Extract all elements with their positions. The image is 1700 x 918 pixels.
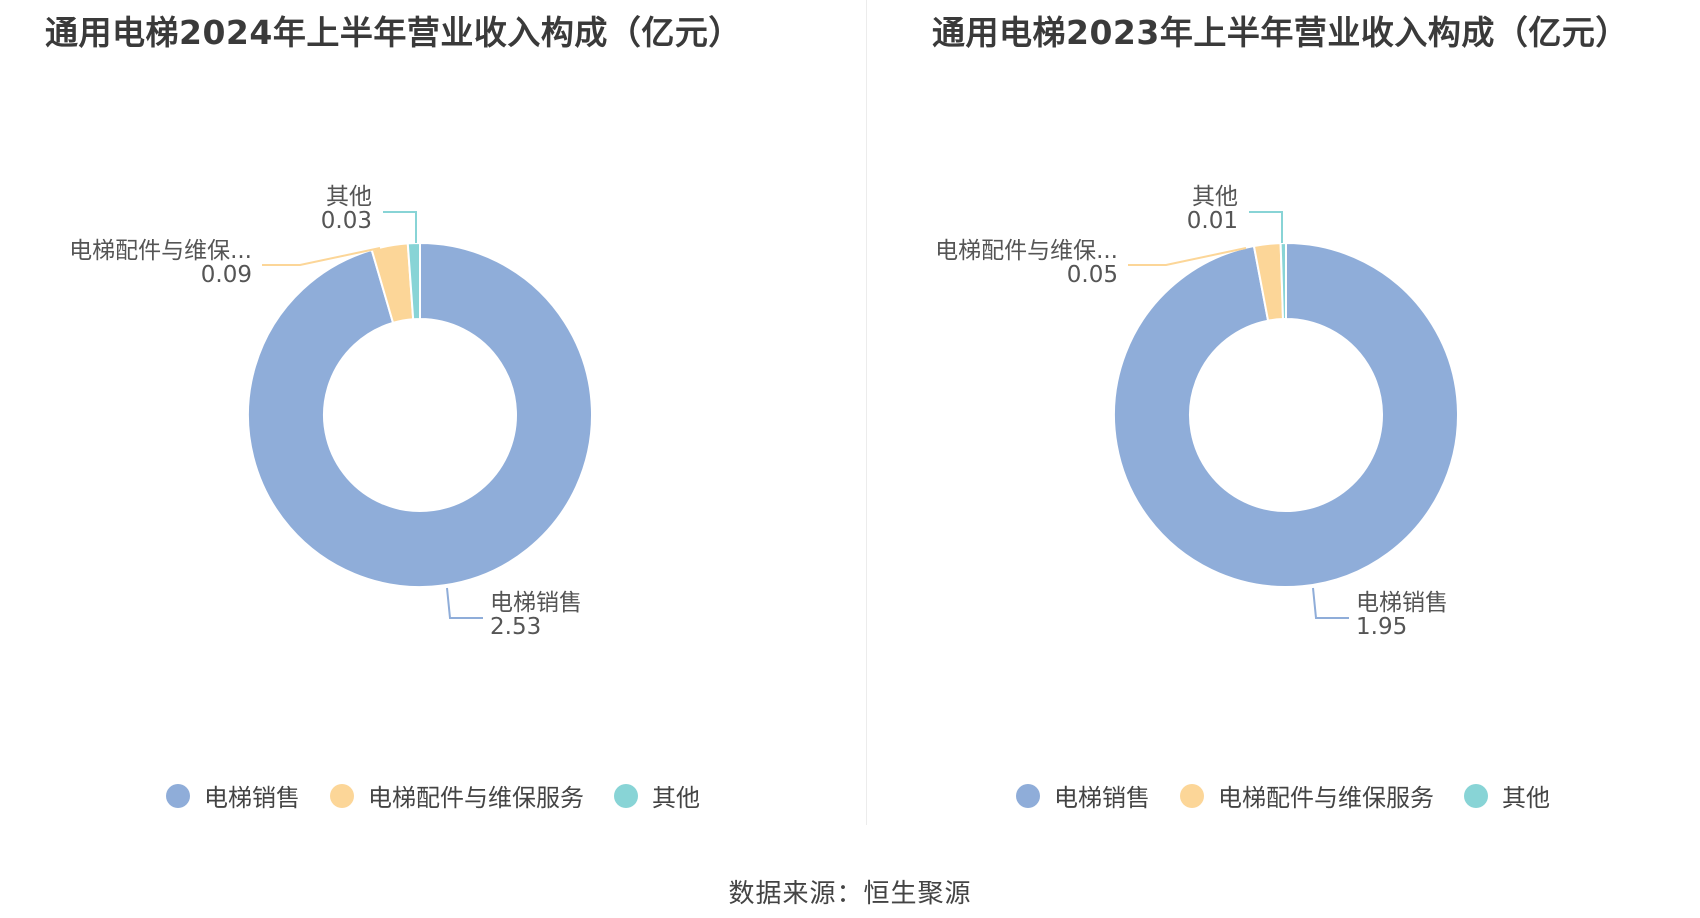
legend: 电梯销售 电梯配件与维保服务 其他 — [0, 778, 866, 813]
legend-label: 电梯配件与维保服务 — [368, 784, 584, 812]
legend-item-other[interactable]: 其他 — [1464, 778, 1550, 813]
legend-dot — [330, 783, 354, 808]
legend: 电梯销售 电梯配件与维保服务 其他 — [866, 778, 1700, 813]
label-leader-line — [383, 211, 417, 243]
slice-elevator-sales[interactable] — [1113, 241, 1459, 588]
legend-item-parts-service[interactable]: 电梯配件与维保服务 — [330, 778, 584, 813]
label-leader-line — [446, 587, 483, 619]
chart-title: 通用电梯2023年上半年营业收入构成（亿元） — [932, 13, 1629, 52]
chart-panel-2024: 通用电梯2024年上半年营业收入构成（亿元） 电梯销售 2.53 电梯配件与维保..… — [0, 13, 866, 813]
data-label-name: 其他 — [326, 184, 372, 210]
label-leader-line — [1128, 247, 1247, 266]
legend-label: 电梯销售 — [1054, 784, 1150, 812]
data-label-name: 电梯配件与维保... — [935, 238, 1118, 264]
legend-label: 电梯配件与维保服务 — [1218, 784, 1434, 812]
legend-label: 其他 — [652, 784, 700, 812]
data-label-value: 2.53 — [490, 614, 541, 640]
legend-dot — [1464, 783, 1488, 808]
data-label-name: 电梯销售 — [490, 590, 582, 616]
chart-title: 通用电梯2024年上半年营业收入构成（亿元） — [45, 13, 742, 52]
data-label-value: 0.03 — [321, 208, 372, 234]
data-label-name: 其他 — [1192, 184, 1238, 210]
slice-elevator-sales[interactable] — [247, 241, 593, 588]
data-source: 数据来源：恒生聚源 — [728, 879, 972, 909]
legend-item-parts-service[interactable]: 电梯配件与维保服务 — [1180, 778, 1434, 813]
legend-item-sales[interactable]: 电梯销售 — [166, 778, 300, 813]
data-label-value: 0.01 — [1187, 208, 1238, 234]
data-label-name: 电梯销售 — [1356, 590, 1448, 616]
label-leader-line — [262, 247, 381, 266]
data-label-value: 0.09 — [201, 262, 252, 288]
legend-dot — [1016, 783, 1040, 808]
panel-divider — [866, 0, 867, 825]
slice-other[interactable] — [1279, 241, 1287, 321]
data-label-value: 1.95 — [1356, 614, 1407, 640]
label-leader-line — [1249, 211, 1283, 243]
legend-dot — [166, 783, 190, 808]
label-leader-line — [1312, 587, 1349, 619]
legend-label: 其他 — [1502, 784, 1550, 812]
legend-dot — [614, 783, 638, 808]
legend-item-other[interactable]: 其他 — [614, 778, 700, 813]
chart-panel-2023: 通用电梯2023年上半年营业收入构成（亿元） 电梯销售 1.95 电梯配件与维保..… — [866, 0, 1700, 918]
legend-dot — [1180, 783, 1204, 808]
data-label-value: 0.05 — [1067, 262, 1118, 288]
legend-item-sales[interactable]: 电梯销售 — [1016, 778, 1150, 813]
slice-other[interactable] — [406, 241, 421, 321]
data-label-name: 电梯配件与维保... — [69, 238, 252, 264]
legend-label: 电梯销售 — [204, 784, 300, 812]
